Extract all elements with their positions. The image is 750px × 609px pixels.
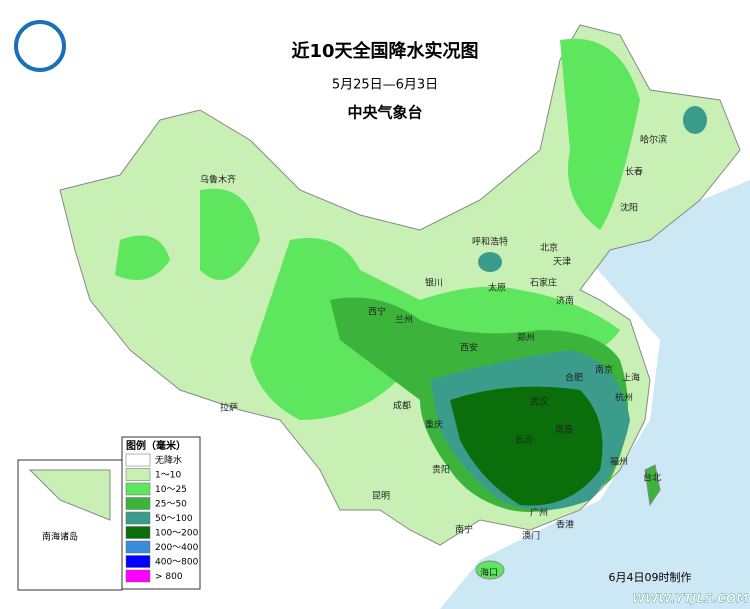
legend-swatch xyxy=(125,482,151,496)
city-label: 上海 xyxy=(622,372,640,384)
legend-label: 400～800 xyxy=(155,558,199,568)
city-label: 呼和浩特 xyxy=(472,236,508,248)
city-label: 台北 xyxy=(643,472,661,484)
city-label: 澳门 xyxy=(522,530,540,542)
inset-label: 南海诸岛 xyxy=(42,531,78,543)
city-label: 福州 xyxy=(610,456,628,468)
city-label: 乌鲁木齐 xyxy=(200,174,236,186)
legend-label: 200～400 xyxy=(155,543,199,553)
legend-label: 1～10 xyxy=(155,471,181,481)
legend-swatch xyxy=(125,511,151,525)
city-label: 合肥 xyxy=(565,372,583,384)
city-label: 哈尔滨 xyxy=(640,134,667,146)
city-label: 广州 xyxy=(530,507,548,519)
legend-label: 100～200 xyxy=(155,529,199,539)
watermark: WWW.YTJLS.COM xyxy=(632,592,748,606)
city-label: 天津 xyxy=(553,257,571,268)
city-label: 沈阳 xyxy=(620,202,638,214)
city-label: 重庆 xyxy=(425,419,443,431)
legend-label: 25～50 xyxy=(155,500,187,510)
footer: 6月4日09时制作 xyxy=(609,571,692,584)
city-label: 贵阳 xyxy=(432,464,450,476)
legend-swatch xyxy=(125,497,151,510)
cities: 乌鲁木齐 哈尔滨 长春 沈阳 呼和浩特 北京 天津 石家庄 太原 银川 济南 西… xyxy=(200,134,667,579)
legend-swatch xyxy=(125,468,151,481)
city-label: 银川 xyxy=(425,277,443,289)
legend-swatch xyxy=(125,555,151,568)
legend-label: 无降水 xyxy=(155,454,182,466)
legend-label: 10～25 xyxy=(155,485,187,495)
legend: 图例（毫米） 无降水 1～10 10～25 25～50 50～100 100～200 200… xyxy=(121,436,201,590)
period: 5月25日—6月3日 xyxy=(332,78,438,93)
city-label: 北京 xyxy=(540,242,558,254)
city-label: 香港 xyxy=(556,519,574,531)
legend-swatch xyxy=(125,569,151,583)
city-label: 长春 xyxy=(625,166,643,178)
city-label: 济南 xyxy=(556,295,574,307)
title: 近10天全国降水实况图 xyxy=(291,40,478,62)
city-label: 拉萨 xyxy=(220,402,238,414)
legend-label: 50～100 xyxy=(155,514,193,524)
legend-swatch xyxy=(125,526,151,539)
city-label: 南京 xyxy=(595,364,613,376)
city-label: 西宁 xyxy=(368,306,386,318)
city-label: 郑州 xyxy=(517,332,535,344)
city-label: 南昌 xyxy=(555,424,573,436)
city-label: 太原 xyxy=(488,282,506,294)
logo xyxy=(14,20,66,72)
legend-swatch xyxy=(125,453,151,467)
legend-label: > 800 xyxy=(155,572,183,582)
legend-swatch xyxy=(125,540,151,554)
basemap xyxy=(59,24,750,609)
inset: 南海诸岛 xyxy=(17,459,123,591)
city-label: 海口 xyxy=(480,567,498,579)
city-label: 长沙 xyxy=(515,434,533,446)
inset-land xyxy=(28,469,111,521)
city-label: 成都 xyxy=(393,400,411,412)
legend-title: 图例（毫米） xyxy=(126,439,186,452)
city-label: 石家庄 xyxy=(530,277,557,289)
city-label: 昆明 xyxy=(372,491,390,502)
city-label: 西安 xyxy=(460,342,478,354)
city-label: 杭州 xyxy=(615,392,633,404)
agency: 中央气象台 xyxy=(347,104,422,122)
city-label: 南宁 xyxy=(455,524,473,536)
city-label: 武汉 xyxy=(530,396,548,408)
city-label: 兰州 xyxy=(395,314,413,326)
